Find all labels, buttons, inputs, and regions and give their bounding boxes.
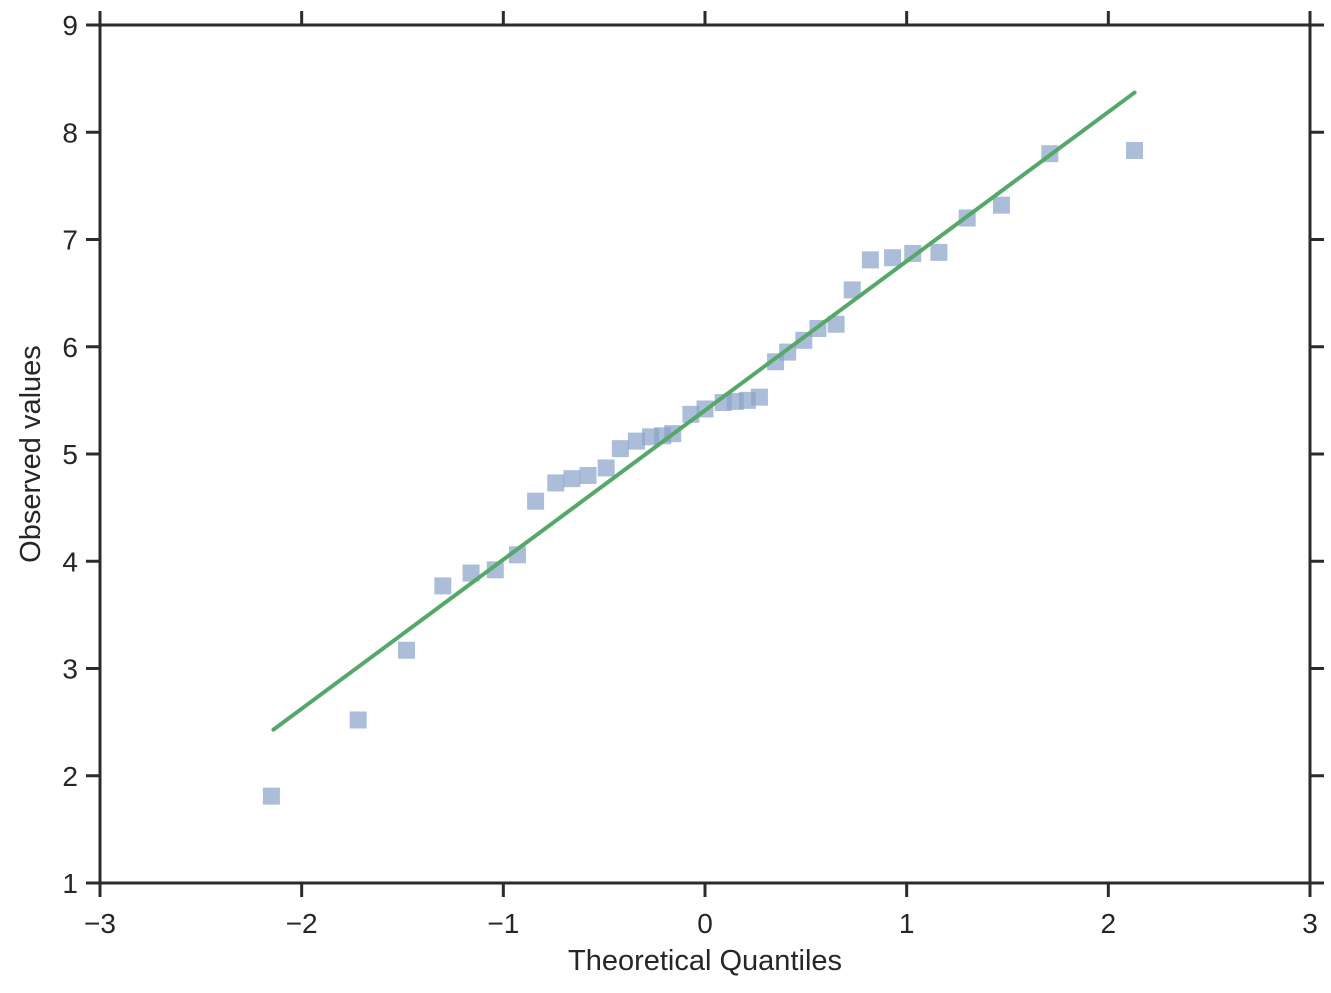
data-point-marker (349, 711, 367, 729)
y-tick-label: 3 (62, 654, 78, 685)
x-tick-label: −3 (84, 908, 116, 939)
data-point-marker (398, 641, 416, 659)
x-tick-label: 2 (1101, 908, 1117, 939)
y-tick-label: 7 (62, 225, 78, 256)
y-tick-label: 9 (62, 10, 78, 41)
data-point-marker (547, 474, 565, 492)
x-tick-label: 0 (697, 908, 713, 939)
data-point-marker (827, 315, 845, 333)
x-tick-label: −1 (487, 908, 519, 939)
data-point-marker (627, 432, 645, 450)
data-point-marker (262, 787, 280, 805)
x-tick-label: −2 (286, 908, 318, 939)
data-point-marker (861, 251, 879, 269)
data-point-marker (992, 196, 1010, 214)
data-point-marker (563, 470, 581, 488)
x-tick-label: 3 (1302, 908, 1318, 939)
y-tick-label: 6 (62, 332, 78, 363)
data-point-marker (930, 243, 948, 261)
data-point-marker (1126, 141, 1144, 159)
data-point-marker (750, 388, 768, 406)
data-point-marker (434, 577, 452, 595)
data-point-marker (843, 281, 861, 299)
y-tick-label: 5 (62, 439, 78, 470)
y-axis-label: Observed values (15, 345, 47, 563)
data-point-marker (611, 440, 629, 458)
fit-line (271, 90, 1137, 732)
data-point-marker (486, 561, 504, 579)
x-axis-label: Theoretical Quantiles (568, 945, 842, 977)
y-tick-label: 1 (62, 868, 78, 899)
data-point-marker (462, 564, 480, 582)
y-tick-label: 2 (62, 761, 78, 792)
data-point-marker (527, 492, 545, 510)
y-tick-label: 8 (62, 117, 78, 148)
y-tick-label: 4 (62, 546, 78, 577)
chart-layer: −3 −2 −1 0 1 2 3 1 2 3 4 5 6 7 8 9 (62, 10, 1324, 939)
x-tick-label: 1 (899, 908, 915, 939)
data-point-marker (597, 459, 615, 477)
data-point-marker (884, 249, 902, 267)
data-point-marker (579, 466, 597, 484)
